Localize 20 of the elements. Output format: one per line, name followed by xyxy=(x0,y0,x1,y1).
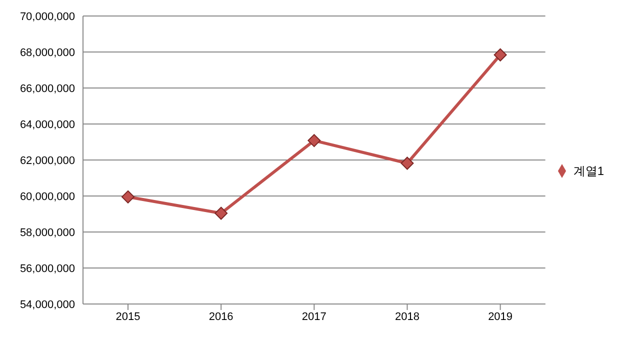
y-tick-label: 64,000,000 xyxy=(20,118,75,131)
y-tick-label: 58,000,000 xyxy=(20,226,75,239)
y-tick-label: 56,000,000 xyxy=(20,262,75,275)
x-tick-label: 2015 xyxy=(116,310,140,323)
y-tick-label: 62,000,000 xyxy=(20,154,75,167)
x-tick-label: 2019 xyxy=(488,310,513,323)
point xyxy=(214,206,228,220)
y-tick-label: 60,000,000 xyxy=(20,190,75,203)
y-tick-label: 68,000,000 xyxy=(20,46,75,59)
point xyxy=(494,48,507,62)
point xyxy=(122,190,134,204)
x-tick-label: 2018 xyxy=(394,310,420,323)
legend-label: 계열1 xyxy=(573,164,604,178)
point xyxy=(400,156,414,170)
y-tick-label: 70,000,000 xyxy=(20,10,75,23)
x-tick-label: 2017 xyxy=(302,310,326,323)
point xyxy=(308,134,321,148)
y-tick-label: 54,000,000 xyxy=(20,298,75,311)
x-tick-label: 2016 xyxy=(208,310,234,323)
y-tick-label: 66,000,000 xyxy=(20,82,75,95)
